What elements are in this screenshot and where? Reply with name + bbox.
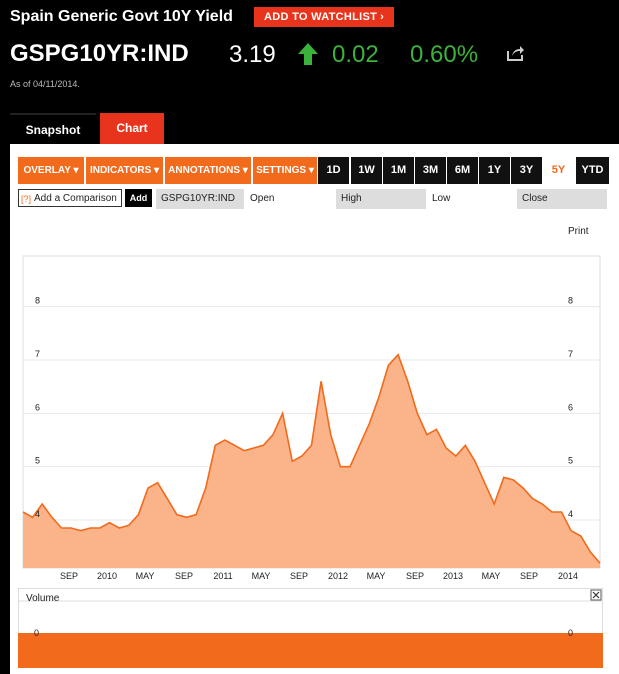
comparison-placeholder: Add a Comparison [34,193,117,204]
range-1y-button[interactable]: 1Y [479,157,510,184]
y-tick-label-left: 4 [35,509,40,519]
y-tick-label-left: 5 [35,456,40,466]
range-ytd-button[interactable]: YTD [576,157,609,184]
price-value: 3.19 [229,41,276,68]
annotations-menu-label: ANNOTATIONS [168,165,241,176]
indicators-menu[interactable]: INDICATORS ▾ [86,157,163,184]
add-to-watchlist-button[interactable]: ADD TO WATCHLIST › [254,7,395,27]
x-tick-label: MAY [482,571,501,581]
price-area [23,354,600,568]
price-line [22,353,601,564]
settings-menu[interactable]: SETTINGS ▾ [253,157,317,184]
x-tick-label: SEP [406,571,424,581]
volume-label: Volume [26,593,60,604]
x-tick-label: MAY [367,571,386,581]
range-3y-button[interactable]: 3Y [511,157,542,184]
x-tick-label: MAY [252,571,271,581]
volume-bar [18,633,603,668]
overlay-menu-label: OVERLAY [23,165,71,176]
legend-close: Close [517,189,607,209]
close-icon[interactable] [590,589,602,601]
range-3m-button[interactable]: 3M [415,157,446,184]
range-6m-button[interactable]: 6M [447,157,478,184]
comparison-input[interactable]: [?] Add a Comparison [18,189,122,207]
price-change: 0.02 [332,41,379,68]
x-tick-label: 2011 [213,571,232,581]
y-tick-label-right: 8 [568,296,573,306]
caret-down-icon: ▾ [240,165,248,176]
overlay-menu[interactable]: OVERLAY ▾ [18,157,84,184]
caret-down-icon: ▾ [70,165,79,176]
caret-down-icon: ▾ [306,165,314,176]
x-tick-label: 2014 [558,571,578,581]
x-tick-label: 2010 [97,571,117,581]
ticker-symbol: GSPG10YR:IND [10,40,189,67]
indicators-menu-label: INDICATORS [89,165,152,176]
tab-chart[interactable]: Chart [100,113,164,144]
range-1w-button[interactable]: 1W [351,157,382,184]
up-arrow-icon [298,43,318,65]
share-icon[interactable] [507,45,525,61]
chevron-right-icon: › [380,11,385,23]
volume-axis-left: 0 [34,628,39,638]
y-tick-label-right: 7 [568,349,573,359]
caret-down-icon: ▾ [151,165,160,176]
legend-open: Open [245,189,333,209]
price-chart[interactable]: Print 4 4 5 5 6 6 7 7 8 8 SEP 2010 MAY SEP 2011 MAY SEP… [18,212,609,582]
y-tick-label-right: 5 [568,456,573,466]
x-tick-label: SEP [175,571,193,581]
range-1m-button[interactable]: 1M [383,157,414,184]
y-tick-label-left: 6 [35,402,40,412]
volume-axis-right: 0 [568,628,573,638]
x-tick-label: SEP [60,571,78,581]
y-tick-label-right: 6 [568,402,573,412]
tab-snapshot[interactable]: Snapshot [10,113,96,146]
help-icon: [?] [21,194,32,204]
page-title: Spain Generic Govt 10Y Yield [10,8,233,25]
legend-low: Low [427,189,515,209]
x-tick-label: SEP [290,571,308,581]
watchlist-label: ADD TO WATCHLIST [264,11,378,23]
settings-menu-label: SETTINGS [256,165,307,176]
legend-high: High [336,189,426,209]
x-tick-label: MAY [136,571,155,581]
volume-panel: Volume 0 0 [18,588,603,668]
annotations-menu[interactable]: ANNOTATIONS ▾ [165,157,251,184]
x-tick-label: SEP [520,571,538,581]
legend-symbol: GSPG10YR:IND [156,189,244,209]
add-comparison-button[interactable]: Add [125,189,152,207]
y-tick-label-right: 4 [568,509,573,519]
y-tick-label-left: 7 [35,349,40,359]
y-tick-label-left: 8 [35,296,40,306]
range-1d-button[interactable]: 1D [318,157,349,184]
x-tick-label: 2013 [443,571,463,581]
range-5y-button[interactable]: 5Y [543,157,574,184]
as-of-date: As of 04/11/2014. [10,79,80,89]
print-label[interactable]: Print [568,226,589,237]
x-tick-label: 2012 [328,571,348,581]
price-change-pct: 0.60% [410,41,479,68]
